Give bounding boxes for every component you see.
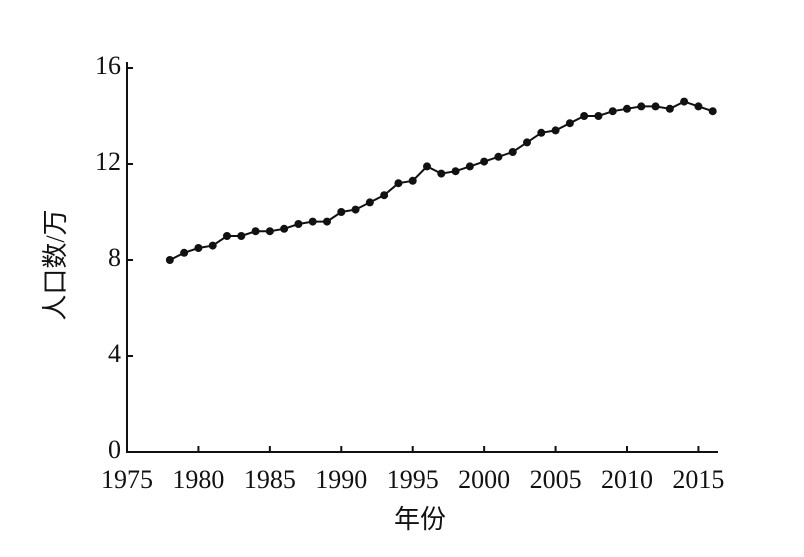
data-point — [280, 224, 289, 233]
data-point — [580, 112, 589, 120]
data-point — [537, 128, 546, 137]
y-axis-label: 人口数/万 — [41, 209, 70, 320]
data-point — [694, 102, 703, 111]
x-tick-label: 1975 — [101, 465, 153, 494]
data-point — [237, 232, 246, 240]
data-point — [465, 162, 474, 171]
data-point — [480, 157, 489, 166]
x-tick-label: 1980 — [172, 465, 224, 494]
x-axis-label: 年份 — [394, 505, 446, 534]
data-point — [494, 152, 503, 161]
data-point — [165, 256, 174, 264]
data-point — [708, 107, 717, 116]
data-point — [337, 208, 346, 216]
data-point — [180, 248, 189, 257]
data-point — [608, 107, 617, 116]
data-point — [394, 179, 403, 188]
x-tick-label: 2005 — [530, 465, 582, 494]
data-point — [594, 112, 603, 120]
data-point — [651, 102, 660, 111]
x-tick-label: 1985 — [244, 465, 296, 494]
y-tick-label: 4 — [108, 339, 121, 368]
data-point — [637, 102, 646, 111]
data-point — [408, 176, 417, 185]
y-tick-label: 12 — [95, 147, 121, 176]
data-point — [265, 227, 274, 236]
data-point — [294, 220, 303, 228]
data-point — [351, 205, 360, 214]
y-tick-label: 16 — [95, 51, 121, 80]
y-tick-label: 0 — [108, 435, 121, 464]
x-tick-label: 2010 — [601, 465, 653, 494]
data-point — [451, 167, 460, 176]
data-point — [508, 148, 517, 156]
data-point — [551, 126, 560, 135]
data-line — [169, 100, 714, 261]
y-tick-label: 8 — [108, 243, 121, 272]
data-point — [323, 217, 331, 226]
x-tick-label: 1990 — [315, 465, 367, 494]
x-tick-label: 2000 — [458, 465, 510, 494]
data-point — [665, 104, 674, 113]
data-point — [194, 244, 203, 252]
data-point — [251, 227, 260, 236]
data-point — [208, 241, 217, 250]
data-point — [623, 104, 631, 113]
data-point — [223, 232, 231, 240]
x-tick-label: 2015 — [672, 465, 724, 494]
data-point — [680, 97, 689, 106]
data-point — [437, 169, 446, 178]
data-point — [565, 119, 574, 128]
data-point — [523, 138, 531, 147]
x-tick-label: 1995 — [387, 465, 439, 494]
data-point — [423, 162, 431, 171]
data-point — [380, 191, 389, 200]
data-point — [365, 198, 374, 207]
data-point — [308, 217, 317, 226]
